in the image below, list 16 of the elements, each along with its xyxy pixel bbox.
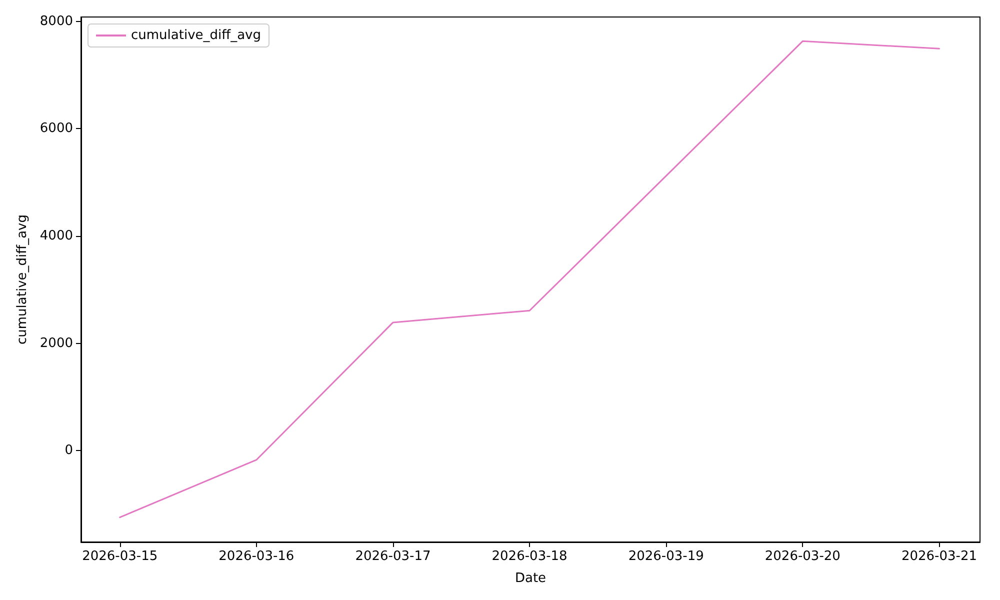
x-tick-label: 2026-03-18	[492, 549, 568, 564]
x-axis-title: Date	[514, 571, 546, 586]
y-tick-label: 8000	[40, 14, 73, 29]
y-tick-label: 4000	[40, 228, 73, 244]
x-tick-label: 2026-03-15	[82, 549, 158, 564]
y-tick-label: 6000	[40, 121, 73, 136]
y-tick-label: 2000	[40, 336, 73, 351]
x-tick-label: 2026-03-17	[355, 549, 431, 564]
x-tick-label: 2026-03-19	[628, 549, 704, 564]
y-tick-label: 0	[64, 443, 73, 458]
x-tick-label: 2026-03-20	[764, 549, 840, 564]
x-tick-label: 2026-03-16	[218, 549, 294, 564]
x-tick-label: 2026-03-21	[901, 549, 978, 564]
line-series	[119, 40, 940, 518]
legend-label: cumulative_diff_avg	[131, 28, 261, 43]
y-axis-title: cumulative_diff_avg	[15, 214, 30, 344]
